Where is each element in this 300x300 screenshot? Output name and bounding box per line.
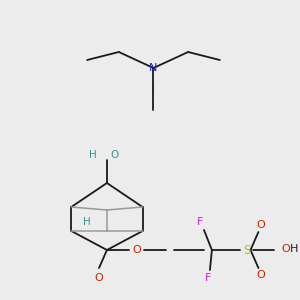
Text: F: F xyxy=(205,273,211,283)
Text: H: H xyxy=(290,244,298,254)
Text: O: O xyxy=(281,244,290,254)
Text: H: H xyxy=(83,217,91,227)
Text: O: O xyxy=(132,245,141,255)
Text: N: N xyxy=(149,63,158,73)
Text: O: O xyxy=(110,150,118,160)
Text: O: O xyxy=(256,220,265,230)
Text: S: S xyxy=(243,244,250,256)
Text: O: O xyxy=(256,270,265,280)
Text: O: O xyxy=(94,273,103,283)
Text: F: F xyxy=(197,217,203,227)
Text: H: H xyxy=(89,150,97,160)
